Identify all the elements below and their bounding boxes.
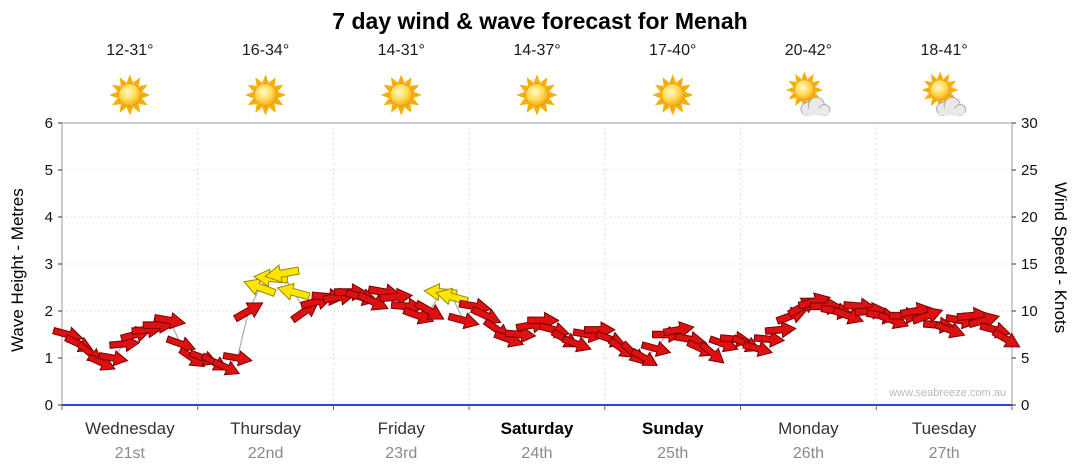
left-tick-label: 6 <box>45 115 53 132</box>
partly-cloudy-icon <box>785 71 831 116</box>
right-tick-label: 20 <box>1021 209 1038 226</box>
right-tick-label: 25 <box>1021 162 1038 179</box>
sun-icon <box>380 74 422 116</box>
sun-icon <box>109 74 151 116</box>
right-tick-label: 5 <box>1021 350 1029 367</box>
day-name: Tuesday <box>912 419 977 438</box>
sun-icon <box>516 74 558 116</box>
left-tick-label: 1 <box>45 350 53 367</box>
sun-icon <box>652 74 694 116</box>
day-name: Thursday <box>230 419 301 438</box>
left-tick-label: 3 <box>45 256 53 273</box>
cloud-icon <box>800 97 831 116</box>
day-date: 24th <box>521 445 552 462</box>
right-tick-label: 15 <box>1021 256 1038 273</box>
day-temp: 17-40° <box>649 42 696 59</box>
day-date: 25th <box>657 445 688 462</box>
left-tick-label: 0 <box>45 397 53 414</box>
right-tick-label: 0 <box>1021 397 1029 414</box>
day-date: 21st <box>115 445 146 462</box>
day-name: Sunday <box>642 419 704 438</box>
day-date: 23rd <box>385 445 417 462</box>
day-temp: 14-37° <box>513 42 560 59</box>
day-date: 22nd <box>248 445 284 462</box>
day-date: 26th <box>793 445 824 462</box>
day-temp: 20-42° <box>785 42 832 59</box>
day-date: 27th <box>929 445 960 462</box>
day-temp: 12-31° <box>106 42 153 59</box>
left-tick-label: 5 <box>45 162 53 179</box>
chart-title: 7 day wind & wave forecast for Menah <box>332 8 748 34</box>
left-tick-label: 2 <box>45 303 53 320</box>
right-tick-label: 10 <box>1021 303 1038 320</box>
partly-cloudy-icon <box>921 71 967 116</box>
day-temp: 18-41° <box>920 42 967 59</box>
watermark: www.seabreeze.com.au <box>889 387 1006 399</box>
day-temp: 14-31° <box>378 42 425 59</box>
right-tick-label: 30 <box>1021 115 1038 132</box>
day-temp: 16-34° <box>242 42 289 59</box>
left-axis-title: Wave Height - Metres <box>8 188 27 352</box>
sun-icon <box>245 74 287 116</box>
day-name: Wednesday <box>85 419 175 438</box>
day-name: Saturday <box>501 419 574 438</box>
day-name: Friday <box>378 419 426 438</box>
right-axis-title: Wind Speed - Knots <box>1051 182 1070 334</box>
cloud-icon <box>936 97 967 116</box>
left-tick-label: 4 <box>45 209 53 226</box>
day-name: Monday <box>778 419 839 438</box>
